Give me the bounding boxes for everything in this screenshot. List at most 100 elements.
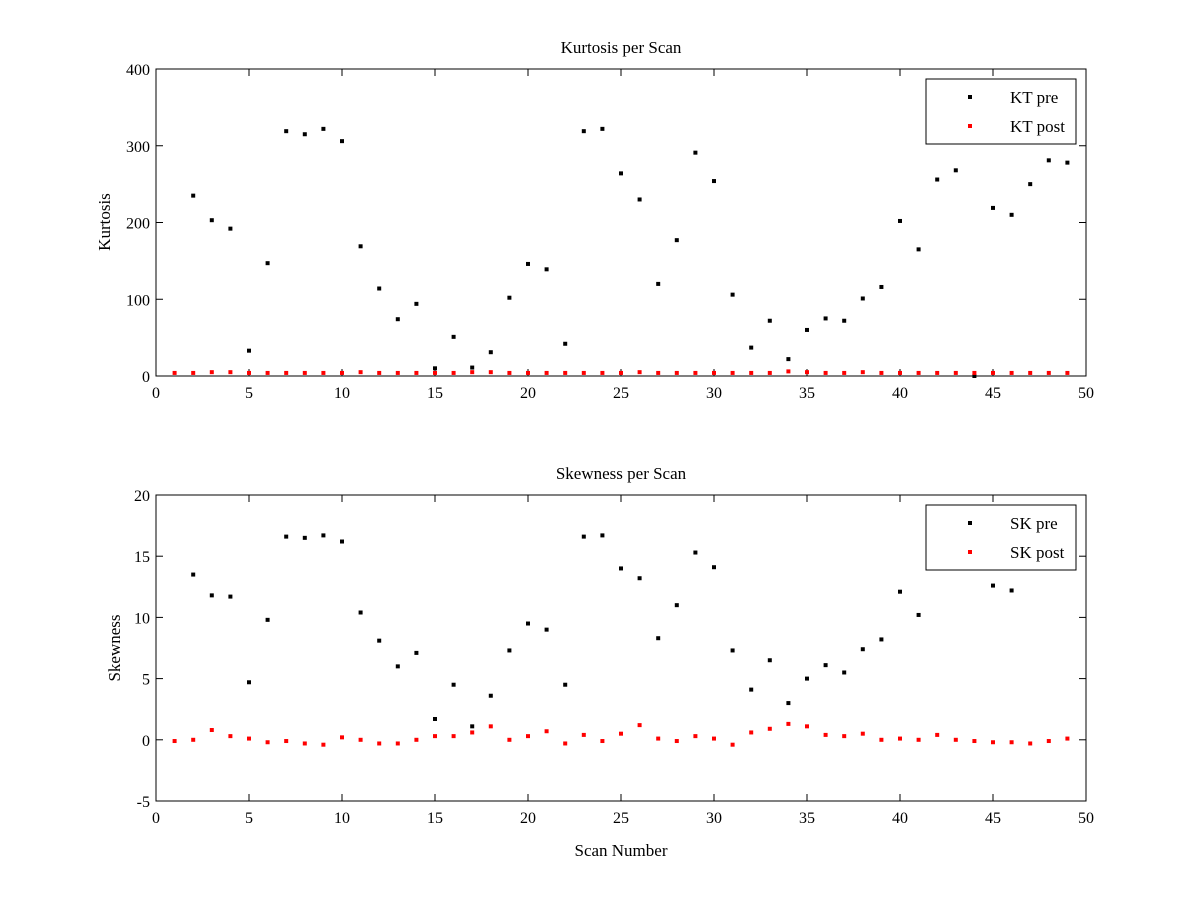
kurtosis-point-pre	[526, 261, 530, 266]
skewness-point-post	[805, 724, 809, 729]
kurtosis-point-pre	[674, 238, 679, 243]
kurtosis-point-post	[321, 370, 326, 375]
kurtosis-point-post	[507, 370, 512, 375]
skewness-point-pre	[302, 535, 307, 540]
skewness-xtick-label: 50	[1078, 810, 1094, 827]
kurtosis-point-post	[619, 370, 623, 375]
kurtosis-point-pre	[693, 150, 698, 155]
kurtosis-ylabel: Kurtosis	[95, 193, 114, 251]
skewness-point-post	[898, 736, 902, 741]
skewness-point-pre	[470, 724, 475, 729]
kurtosis-point-pre	[712, 179, 716, 184]
skewness-xtick-label: 40	[892, 810, 908, 827]
skewness-xtick-label: 30	[706, 810, 722, 827]
skewness-point-post	[433, 734, 437, 739]
skewness-point-pre	[991, 583, 995, 588]
skewness-point-post	[191, 737, 196, 742]
kurtosis-point-post	[898, 370, 902, 375]
skewness-ytick-label: 5	[142, 672, 150, 689]
kurtosis-point-post	[377, 370, 382, 375]
skewness-point-pre	[544, 627, 549, 632]
kurtosis-point-pre	[786, 357, 791, 362]
skewness-point-post	[563, 741, 568, 746]
kurtosis-point-pre	[879, 284, 884, 289]
skewness-xlabel: Scan Number	[574, 841, 667, 860]
skewness-point-post	[488, 724, 493, 729]
skewness-point-pre	[786, 701, 791, 706]
kurtosis-point-post	[991, 370, 995, 375]
kurtosis-point-pre	[488, 350, 493, 355]
kurtosis-point-pre	[581, 129, 586, 134]
kurtosis-xtick-label: 50	[1078, 385, 1094, 402]
kurtosis-point-pre	[991, 205, 995, 210]
kurtosis-point-post	[1065, 370, 1070, 375]
skewness-point-post	[581, 732, 586, 737]
skewness-point-pre	[916, 612, 921, 617]
skewness-point-pre	[879, 637, 884, 642]
kurtosis-ytick-label: 400	[126, 62, 150, 79]
skewness-point-pre	[1009, 588, 1014, 593]
kurtosis-points	[172, 126, 1070, 378]
kurtosis-point-pre	[507, 295, 512, 300]
kurtosis-point-pre	[1065, 160, 1070, 165]
kurtosis-point-pre	[749, 345, 754, 350]
skewness-ytick-label: 0	[142, 733, 150, 750]
kurtosis-legend-marker-kt-pre	[968, 95, 972, 99]
kurtosis-point-pre	[823, 316, 828, 321]
skewness-point-pre	[433, 716, 437, 721]
skewness-point-pre	[191, 572, 196, 577]
kurtosis-xtick-label: 30	[706, 385, 722, 402]
skewness-point-post	[451, 734, 456, 739]
kurtosis-point-pre	[842, 318, 847, 323]
skewness-point-post	[395, 741, 400, 746]
skewness-point-post	[674, 739, 679, 744]
kurtosis-ytick-label: 0	[142, 369, 150, 386]
kurtosis-point-post	[395, 370, 400, 375]
kurtosis-point-pre	[860, 296, 865, 301]
kurtosis-point-post	[860, 370, 865, 375]
skewness-point-post	[1065, 736, 1070, 741]
kurtosis-point-post	[786, 369, 791, 374]
skewness-point-pre	[674, 603, 679, 608]
skewness-point-post	[247, 736, 251, 741]
kurtosis-subplot: Kurtosis per Scan Kurtosis 0 5 10 15 20 25 30 3…	[95, 38, 1094, 402]
skewness-ytick-label: 15	[134, 549, 150, 566]
kurtosis-point-pre	[284, 129, 289, 134]
kurtosis-legend-marker-kt-post	[968, 124, 972, 128]
skewness-point-post	[991, 740, 995, 745]
skewness-point-post	[1028, 741, 1033, 746]
kurtosis-point-post	[953, 370, 958, 375]
kurtosis-point-post	[451, 370, 456, 375]
skewness-point-post	[619, 731, 623, 736]
skewness-legend-marker-sk-pre	[968, 521, 972, 525]
kurtosis-point-post	[284, 370, 289, 375]
skewness-point-pre	[265, 617, 270, 622]
kurtosis-point-pre	[805, 327, 809, 332]
kurtosis-point-post	[916, 370, 921, 375]
kurtosis-point-pre	[767, 318, 772, 323]
kurtosis-title: Kurtosis per Scan	[561, 38, 682, 57]
kurtosis-point-post	[935, 370, 940, 375]
skewness-point-pre	[321, 533, 326, 538]
kurtosis-point-post	[544, 370, 549, 375]
kurtosis-point-pre	[228, 226, 233, 231]
kurtosis-legend-label-kt-post: KT post	[1010, 117, 1065, 136]
kurtosis-point-pre	[637, 197, 642, 202]
skewness-point-pre	[507, 648, 512, 653]
skewness-point-pre	[805, 676, 809, 681]
kurtosis-point-pre	[916, 247, 921, 252]
skewness-point-pre	[693, 550, 698, 555]
skewness-point-pre	[488, 693, 493, 698]
skewness-legend-label-sk-pre: SK pre	[1010, 514, 1058, 533]
kurtosis-point-pre	[451, 334, 456, 339]
skewness-point-pre	[619, 566, 623, 571]
skewness-point-post	[544, 729, 549, 734]
kurtosis-xtick-label: 10	[334, 385, 350, 402]
skewness-point-post	[414, 737, 419, 742]
skewness-point-post	[656, 736, 661, 741]
kurtosis-point-pre	[898, 218, 902, 223]
kurtosis-point-post	[433, 370, 437, 375]
skewness-legend-marker-sk-post	[968, 550, 972, 554]
